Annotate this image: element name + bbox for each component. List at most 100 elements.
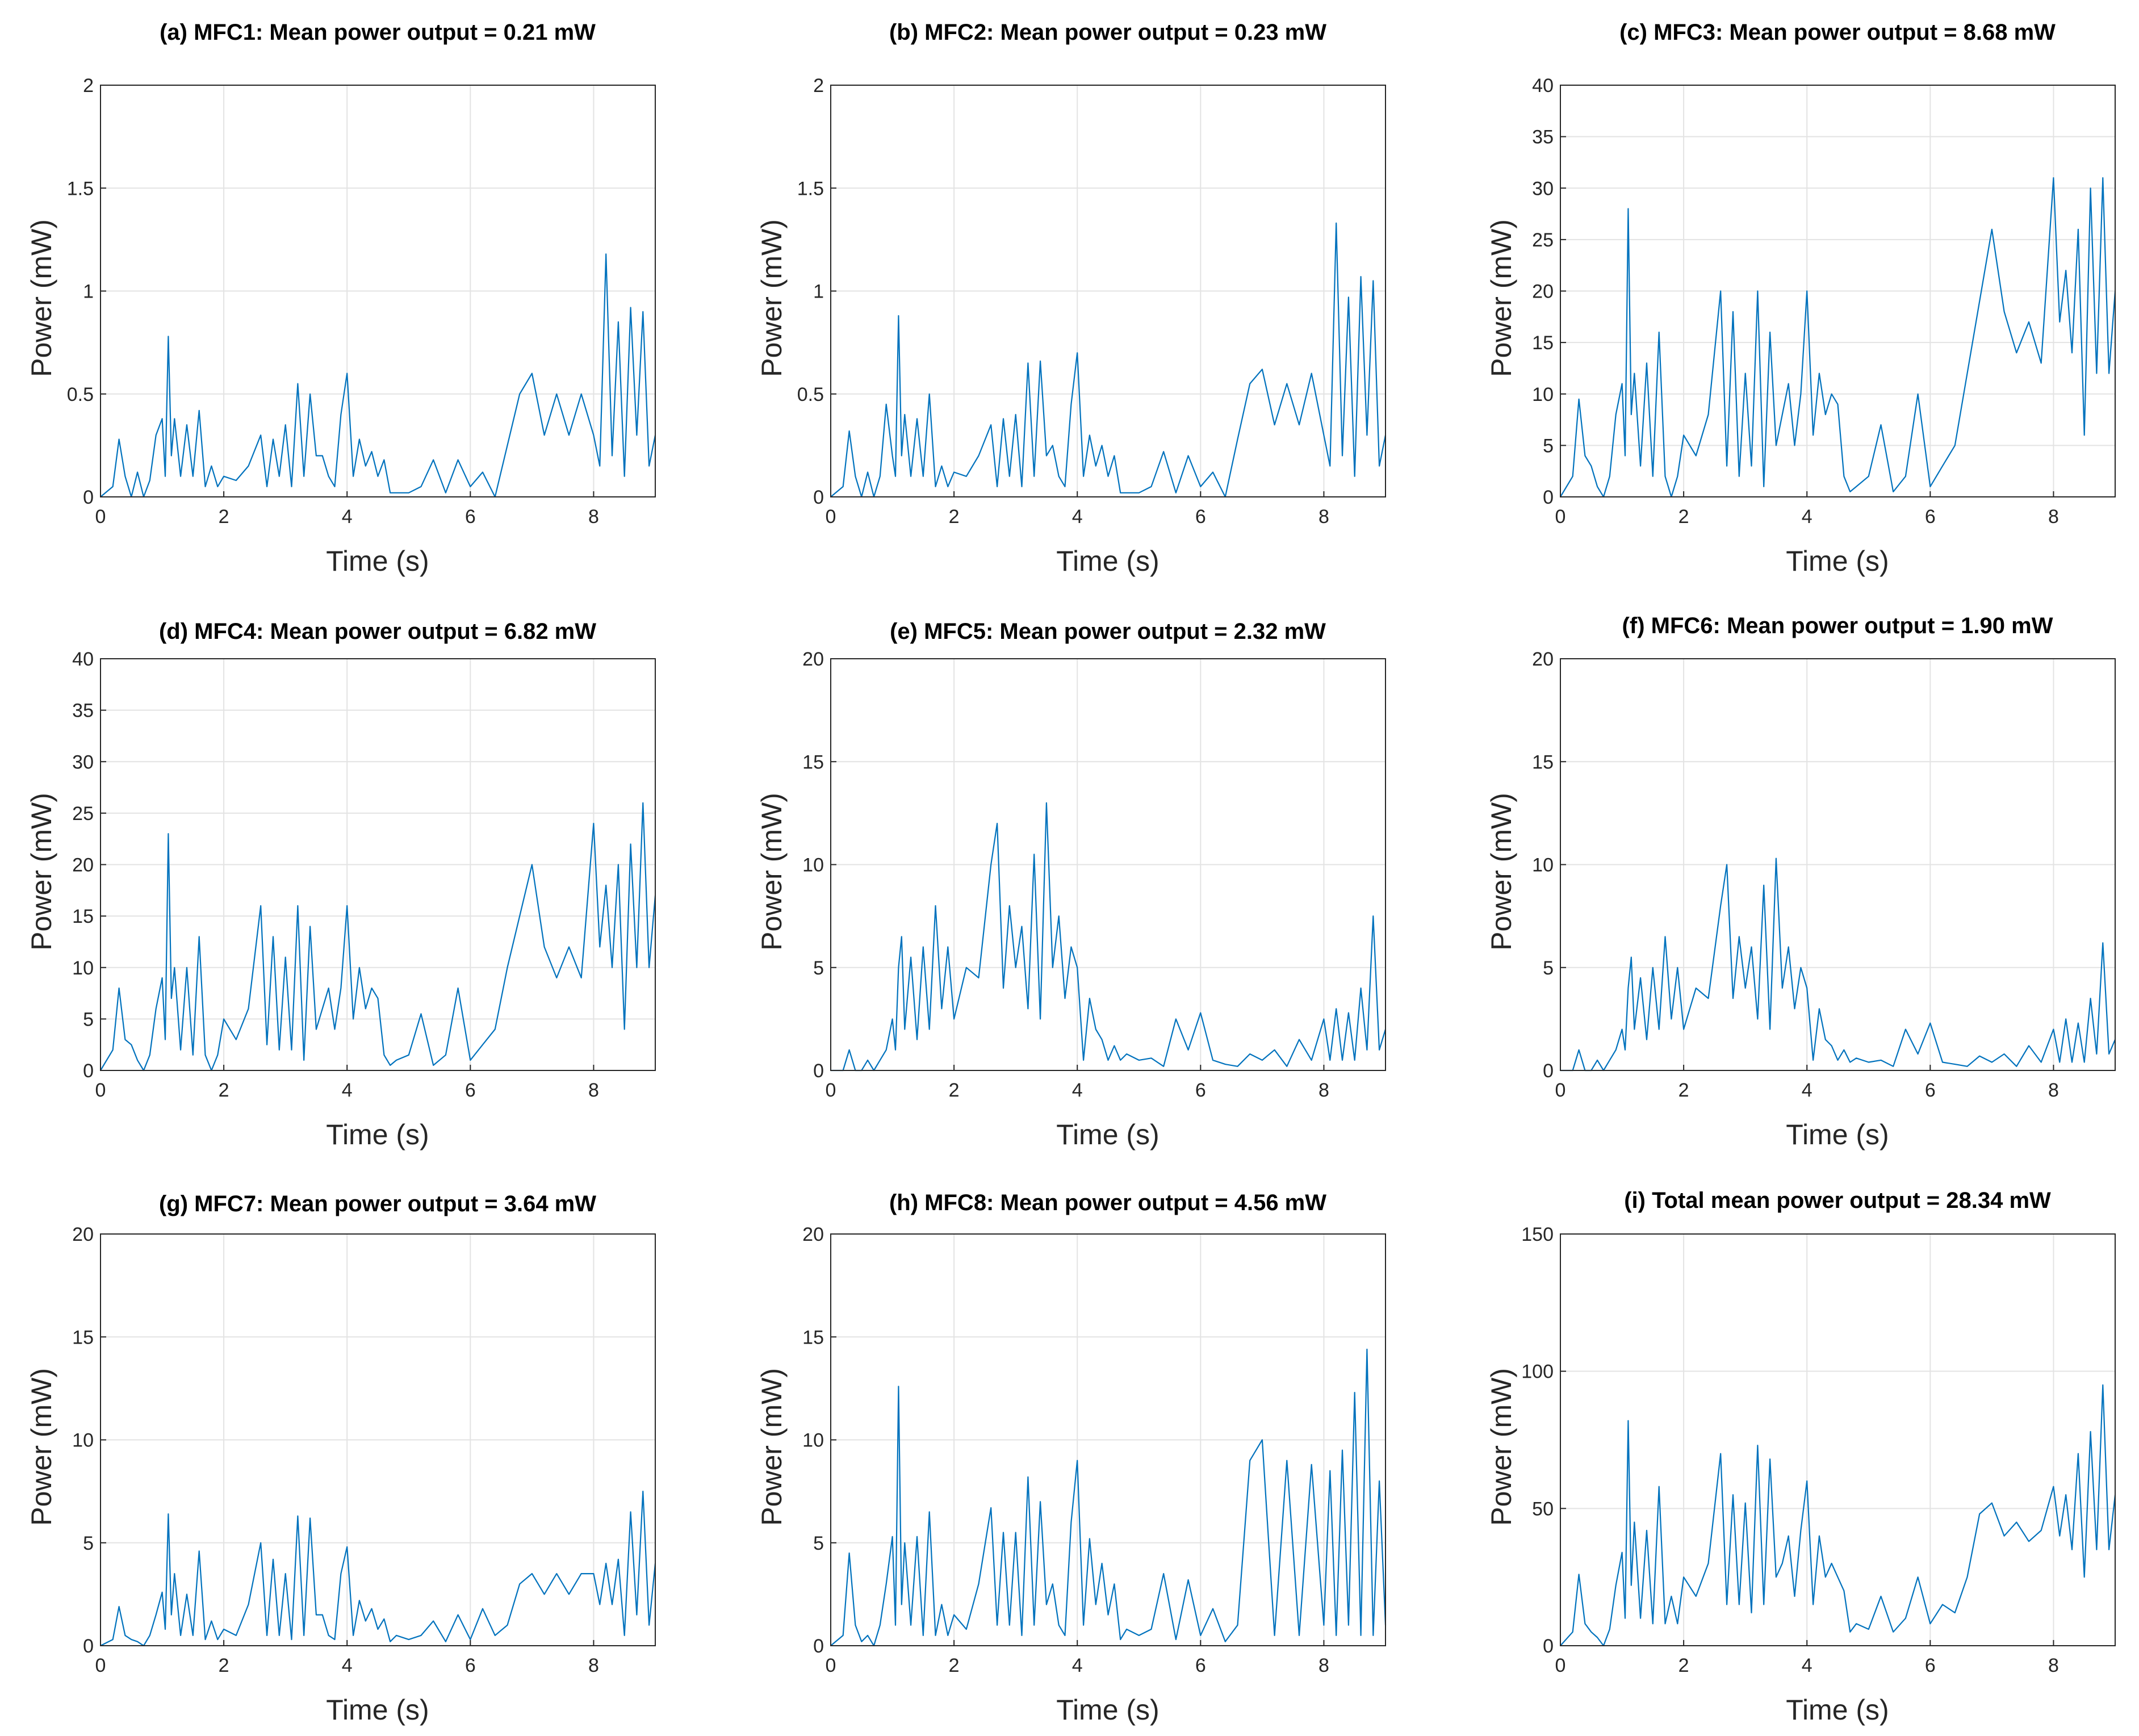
x-tick-label: 2 bbox=[1678, 1655, 1689, 1676]
y-tick-label: 5 bbox=[83, 1533, 94, 1554]
x-tick-label: 4 bbox=[342, 1655, 353, 1676]
panel-title: (e) MFC5: Mean power output = 2.32 mW bbox=[890, 619, 1326, 644]
y-axis-label: Power (mW) bbox=[756, 1368, 788, 1526]
x-axis-label: Time (s) bbox=[1786, 545, 1889, 577]
x-tick-label: 6 bbox=[1195, 506, 1206, 528]
series-line-mfc5 bbox=[831, 802, 1387, 1072]
x-tick-label: 8 bbox=[2048, 1080, 2059, 1101]
x-axis-label: Time (s) bbox=[1786, 1119, 1889, 1151]
y-tick-label: 15 bbox=[1532, 332, 1554, 354]
y-tick-label: 100 bbox=[1521, 1361, 1554, 1383]
x-tick-label: 8 bbox=[588, 506, 599, 528]
y-tick-label: 0 bbox=[813, 487, 824, 508]
x-tick-label: 4 bbox=[1802, 1080, 1813, 1101]
y-axis-label: Power (mW) bbox=[26, 1368, 57, 1526]
series-line-mfc6 bbox=[1560, 857, 2116, 1072]
y-tick-label: 20 bbox=[1532, 649, 1554, 670]
panel-g-mfc7: (g) MFC7: Mean power output = 3.64 mW Ti… bbox=[26, 1191, 656, 1726]
y-axis-label: Power (mW) bbox=[1485, 793, 1517, 951]
x-axis-label: Time (s) bbox=[326, 1119, 429, 1151]
y-tick-label: 15 bbox=[802, 1327, 824, 1348]
y-tick-label: 10 bbox=[802, 1430, 824, 1451]
y-tick-label: 5 bbox=[1543, 957, 1554, 979]
x-tick-label: 0 bbox=[1555, 1080, 1566, 1101]
y-tick-label: 30 bbox=[1532, 178, 1554, 199]
series-line-mfc4 bbox=[100, 802, 656, 1072]
y-tick-label: 2 bbox=[813, 75, 824, 97]
y-tick-label: 5 bbox=[1543, 435, 1554, 457]
y-tick-label: 5 bbox=[83, 1009, 94, 1030]
panel-title: (a) MFC1: Mean power output = 0.21 mW bbox=[160, 20, 596, 45]
x-axis-label: Time (s) bbox=[1056, 545, 1159, 577]
x-tick-label: 0 bbox=[95, 1080, 106, 1101]
x-tick-label: 4 bbox=[342, 1080, 353, 1101]
panel-f-mfc6: (f) MFC6: Mean power output = 1.90 mW Ti… bbox=[1485, 613, 2116, 1151]
x-tick-label: 4 bbox=[342, 506, 353, 528]
x-tick-label: 0 bbox=[95, 506, 106, 528]
y-tick-label: 25 bbox=[1532, 229, 1554, 251]
y-tick-label: 1.5 bbox=[797, 178, 824, 199]
x-tick-label: 2 bbox=[1678, 506, 1689, 528]
x-axis-label: Time (s) bbox=[1786, 1694, 1889, 1726]
y-tick-label: 0 bbox=[83, 1060, 94, 1082]
x-tick-label: 8 bbox=[588, 1080, 599, 1101]
series-line-mfc8 bbox=[830, 1348, 1387, 1647]
x-tick-label: 6 bbox=[465, 1080, 476, 1101]
x-tick-label: 6 bbox=[465, 1655, 476, 1676]
x-tick-label: 8 bbox=[2048, 1655, 2059, 1676]
x-tick-label: 4 bbox=[1072, 1080, 1083, 1101]
y-tick-label: 10 bbox=[1532, 384, 1554, 405]
y-tick-label: 20 bbox=[1532, 281, 1554, 303]
panel-title: (h) MFC8: Mean power output = 4.56 mW bbox=[889, 1190, 1326, 1215]
y-tick-label: 20 bbox=[802, 649, 824, 670]
y-tick-label: 0 bbox=[813, 1635, 824, 1657]
x-tick-label: 4 bbox=[1802, 506, 1813, 528]
panel-c-mfc3: (c) MFC3: Mean power output = 8.68 mW Ti… bbox=[1485, 20, 2116, 577]
y-axis-label: Power (mW) bbox=[756, 219, 788, 377]
y-axis-label: Power (mW) bbox=[1485, 1368, 1517, 1526]
y-axis-label: Power (mW) bbox=[26, 219, 57, 377]
y-tick-label: 15 bbox=[1532, 751, 1554, 773]
y-tick-label: 15 bbox=[72, 1327, 94, 1348]
x-tick-label: 0 bbox=[826, 1080, 836, 1101]
y-tick-label: 10 bbox=[72, 1430, 94, 1451]
panel-i-total: (i) Total mean power output = 28.34 mW T… bbox=[1485, 1188, 2116, 1726]
x-axis-label: Time (s) bbox=[326, 545, 429, 577]
x-tick-label: 8 bbox=[1318, 1655, 1329, 1676]
y-tick-label: 35 bbox=[72, 700, 94, 722]
x-tick-label: 2 bbox=[219, 1655, 229, 1676]
x-tick-label: 2 bbox=[219, 1080, 229, 1101]
axes-frame bbox=[1560, 1233, 2116, 1646]
y-tick-label: 2 bbox=[83, 75, 94, 97]
y-tick-label: 0.5 bbox=[797, 384, 824, 405]
y-tick-label: 0 bbox=[1543, 487, 1554, 508]
panel-d-mfc4: (d) MFC4: Mean power output = 6.82 mW Ti… bbox=[26, 619, 656, 1151]
x-tick-label: 6 bbox=[1925, 1080, 1936, 1101]
y-tick-label: 20 bbox=[802, 1224, 824, 1245]
y-tick-label: 15 bbox=[72, 906, 94, 927]
x-tick-label: 0 bbox=[826, 1655, 836, 1676]
series-line-mfc2 bbox=[830, 222, 1387, 498]
x-tick-label: 2 bbox=[219, 506, 229, 528]
y-tick-label: 10 bbox=[802, 855, 824, 876]
x-tick-label: 8 bbox=[1318, 1080, 1329, 1101]
y-tick-label: 0 bbox=[813, 1060, 824, 1082]
x-tick-label: 6 bbox=[1925, 1655, 1936, 1676]
x-tick-label: 6 bbox=[1195, 1080, 1206, 1101]
panel-title: (f) MFC6: Mean power output = 1.90 mW bbox=[1622, 613, 2053, 638]
y-tick-label: 0 bbox=[83, 1635, 94, 1657]
panel-b-mfc2: (b) MFC2: Mean power output = 0.23 mW Ti… bbox=[756, 20, 1387, 577]
x-tick-label: 4 bbox=[1072, 1655, 1083, 1676]
panel-title: (g) MFC7: Mean power output = 3.64 mW bbox=[159, 1191, 596, 1216]
y-tick-label: 50 bbox=[1532, 1498, 1554, 1520]
x-tick-label: 2 bbox=[949, 506, 960, 528]
x-axis-label: Time (s) bbox=[326, 1694, 429, 1726]
y-tick-label: 20 bbox=[72, 1224, 94, 1245]
y-tick-label: 5 bbox=[813, 1533, 824, 1554]
y-tick-label: 20 bbox=[72, 855, 94, 876]
y-tick-label: 0 bbox=[83, 487, 94, 508]
x-tick-label: 8 bbox=[2048, 506, 2059, 528]
panel-h-mfc8: (h) MFC8: Mean power output = 4.56 mW Ti… bbox=[756, 1190, 1387, 1726]
y-tick-label: 15 bbox=[802, 751, 824, 773]
